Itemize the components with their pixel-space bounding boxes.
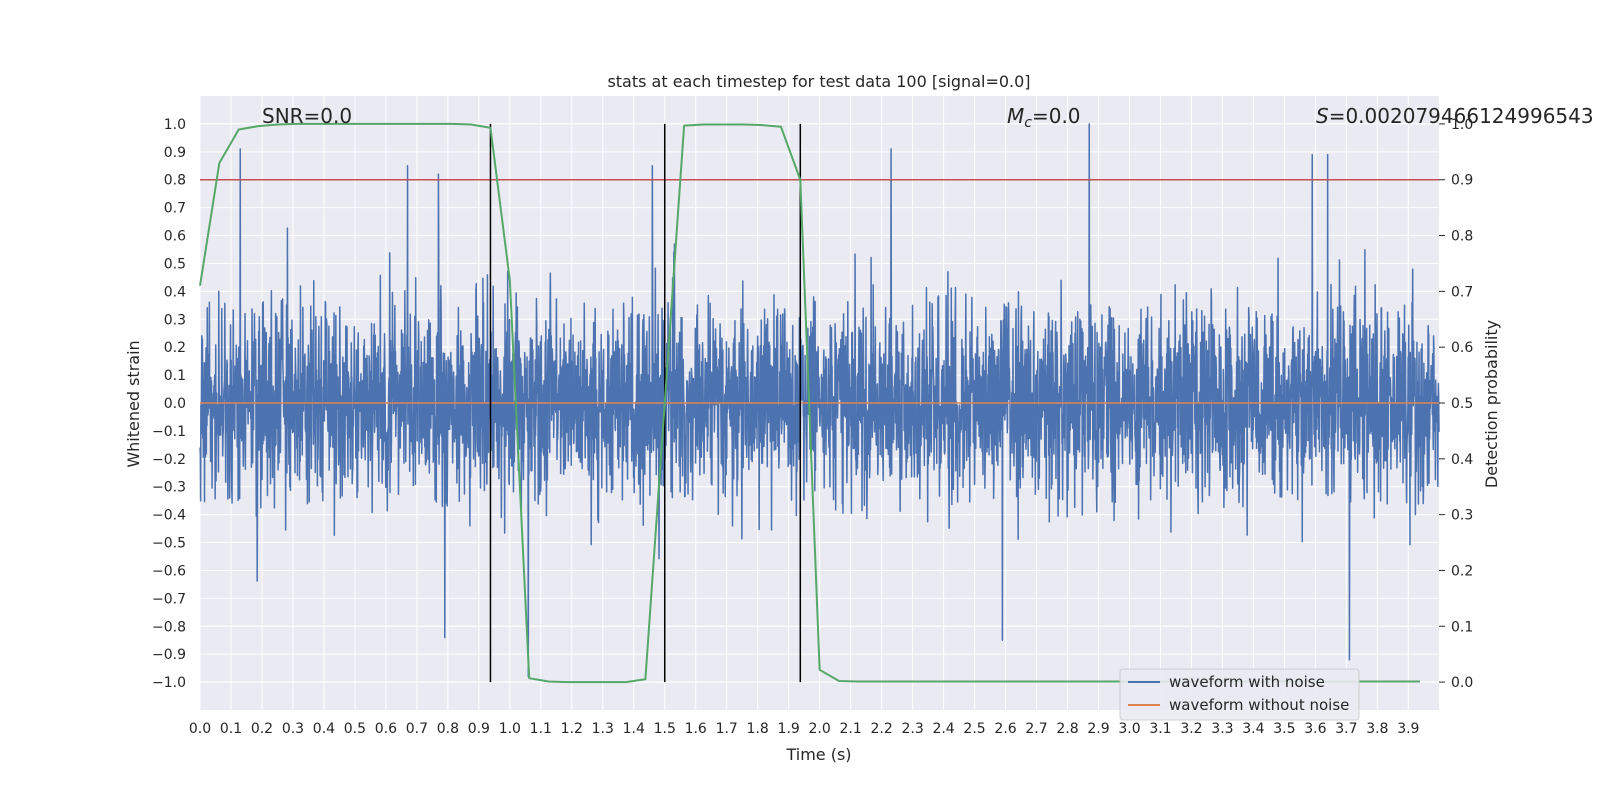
y2-tick-label: 1.0 [1451, 117, 1473, 133]
y2-tick-label: 0.9 [1451, 173, 1473, 189]
y2-axis-label: Detection probability [1482, 320, 1501, 488]
x-tick-label: 3.6 [1304, 721, 1326, 737]
x-tick-label: 0.8 [437, 721, 459, 737]
y-tick-label: 0.8 [164, 173, 186, 189]
x-tick-label: 1.2 [561, 721, 583, 737]
noise-waveform-line [199, 123, 1440, 678]
x-tick-label: 1.7 [716, 721, 738, 737]
x-tick-label: 3.0 [1118, 721, 1140, 737]
y2-tick-label: 0.8 [1451, 229, 1473, 245]
legend-label-noise: waveform with noise [1169, 673, 1325, 691]
x-tick-label: 0.4 [313, 721, 335, 737]
y-tick-label: −0.3 [152, 480, 186, 496]
x-tick-label: 2.9 [1087, 721, 1109, 737]
x-tick-label: 2.8 [1056, 721, 1078, 737]
x-tick-label: 1.1 [530, 721, 552, 737]
x-tick-label: 1.5 [654, 721, 676, 737]
x-tick-label: 0.5 [344, 721, 366, 737]
y-tick-label: −0.6 [152, 563, 186, 579]
y-tick-labels: 1.0 0.9 0.8 0.7 0.6 0.5 0.4 0.3 0.2 0.1 0.0 −0.1 −0.… [152, 117, 186, 691]
y2-tick-label: 0.6 [1451, 340, 1473, 356]
x-tick-label: 2.4 [932, 721, 954, 737]
snr-annotation: SNR=0.0 [262, 104, 352, 128]
legend: waveform with noise waveform without noi… [1119, 668, 1360, 721]
x-tick-label: 1.3 [592, 721, 614, 737]
y-tick-label: −0.5 [152, 536, 186, 552]
y2-tick-label: 0.2 [1451, 563, 1473, 579]
x-tick-label: 2.7 [1025, 721, 1047, 737]
y-tick-label: −1.0 [152, 675, 186, 691]
x-tick-label: 0.9 [468, 721, 490, 737]
x-tick-label: 0.2 [251, 721, 273, 737]
x-axis-label: Time (s) [785, 745, 851, 764]
x-tick-label: 2.2 [870, 721, 892, 737]
x-tick-label: 2.0 [809, 721, 831, 737]
mc-annotation: Mc=0.0 [1007, 104, 1081, 131]
x-tick-label: 3.1 [1149, 721, 1171, 737]
y2-tick-label: 0.4 [1451, 452, 1473, 468]
y2-tick-label: 0.1 [1451, 619, 1473, 635]
y-tick-label: 0.0 [164, 396, 186, 412]
y-axis-label: Whitened strain [124, 340, 143, 467]
x-tick-label: 0.1 [220, 721, 242, 737]
chart-title: stats at each timestep for test data 100… [607, 72, 1030, 91]
y-tick-label: −0.2 [152, 452, 186, 468]
y-tick-label: 0.3 [164, 312, 186, 328]
x-tick-label: 3.3 [1211, 721, 1233, 737]
x-tick-label: 3.7 [1335, 721, 1357, 737]
x-tick-label: 0.6 [375, 721, 397, 737]
x-tick-label: 3.4 [1242, 721, 1264, 737]
x-tick-labels: 0.0 0.1 0.2 0.3 0.4 0.5 0.6 0.7 0.8 0.9 1.0 1.1 1.2 1… [189, 721, 1420, 737]
x-tick-label: 3.5 [1273, 721, 1295, 737]
y-tick-label: 0.2 [164, 340, 186, 356]
s-symbol: S [1316, 104, 1329, 128]
mc-symbol: M [1007, 104, 1024, 128]
mc-subscript: c [1024, 115, 1032, 131]
y2-tick-labels: 1.0 0.9 0.8 0.7 0.6 0.5 0.4 0.3 0.2 0.1 0.0 [1439, 117, 1473, 691]
x-tick-label: 1.8 [747, 721, 769, 737]
x-tick-label: 1.4 [623, 721, 645, 737]
y-tick-label: 0.6 [164, 229, 186, 245]
x-tick-label: 1.0 [499, 721, 521, 737]
x-tick-label: 3.8 [1366, 721, 1388, 737]
x-tick-label: 3.2 [1180, 721, 1202, 737]
y2-tick-label: 0.7 [1451, 284, 1473, 300]
x-tick-label: 0.7 [406, 721, 428, 737]
x-tick-label: 0.0 [189, 721, 211, 737]
x-tick-label: 1.9 [778, 721, 800, 737]
mc-value: =0.0 [1032, 104, 1081, 128]
y-tick-label: 1.0 [164, 117, 186, 133]
y-tick-label: 0.9 [164, 145, 186, 161]
s-annotation: S=0.002079466124996543 [1316, 104, 1594, 128]
y2-tick-label: 0.0 [1451, 675, 1473, 691]
y-tick-label: 0.5 [164, 256, 186, 272]
y-tick-label: −0.8 [152, 619, 186, 635]
x-tick-label: 2.1 [840, 721, 862, 737]
x-tick-label: 2.6 [994, 721, 1016, 737]
x-tick-label: 2.5 [963, 721, 985, 737]
y2-tick-label: 0.3 [1451, 508, 1473, 524]
legend-box [1119, 668, 1360, 721]
y-tick-label: −0.9 [152, 647, 186, 663]
y-tick-label: 0.7 [164, 201, 186, 217]
s-value: =0.002079466124996543 [1329, 104, 1594, 128]
x-tick-label: 2.3 [901, 721, 923, 737]
y-tick-label: −0.4 [152, 508, 186, 524]
legend-label-clean: waveform without noise [1169, 696, 1349, 714]
x-tick-label: 1.6 [685, 721, 707, 737]
x-tick-label: 3.9 [1397, 721, 1419, 737]
y-tick-label: −0.7 [152, 591, 186, 607]
series-waveform-with-noise [199, 123, 1440, 678]
y-tick-label: −0.1 [152, 424, 186, 440]
y-tick-label: 0.1 [164, 368, 186, 384]
y-tick-label: 0.4 [164, 284, 186, 300]
y2-tick-label: 0.5 [1451, 396, 1473, 412]
x-tick-label: 0.3 [282, 721, 304, 737]
